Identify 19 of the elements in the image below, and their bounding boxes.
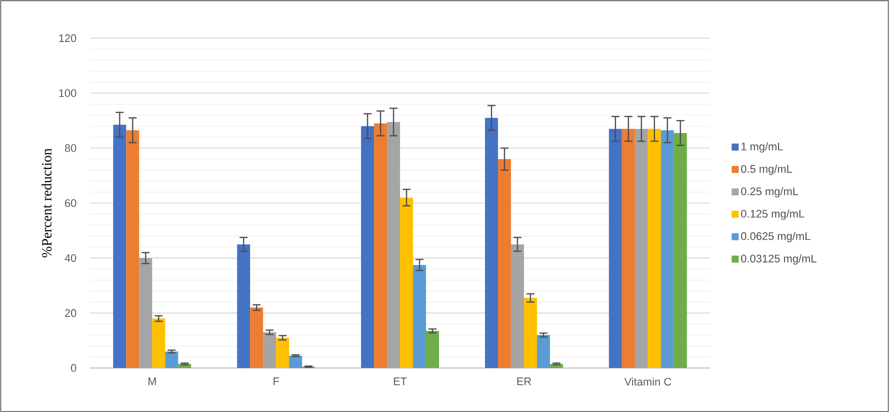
y-tick-label: 80 bbox=[64, 144, 76, 152]
x-tick-label: Vitamin C bbox=[624, 377, 672, 386]
y-tick-label: 0 bbox=[70, 364, 76, 372]
x-tick-label: ER bbox=[517, 377, 532, 385]
legend-label: 0.5 mg/mL bbox=[741, 164, 792, 175]
x-tick-label: ET bbox=[394, 377, 407, 385]
legend-label: 0.25 mg/mL bbox=[741, 187, 798, 198]
y-tick-label: 120 bbox=[59, 34, 76, 42]
y-tick-label: 40 bbox=[64, 254, 76, 262]
y-tick-label: 100 bbox=[59, 89, 76, 97]
x-tick-label: M bbox=[148, 377, 156, 385]
legend-label: 0.0625 mg/mL bbox=[741, 232, 810, 242]
x-tick-label: F bbox=[274, 377, 279, 385]
legend-label: 0.125 mg/mL bbox=[741, 209, 804, 220]
y-tick-label: 20 bbox=[65, 309, 76, 317]
legend-label: 1 mg/mL bbox=[741, 142, 783, 152]
legend-label: 0.03125 mg/mL bbox=[741, 254, 816, 265]
y-axis-title: %Percent reduction bbox=[42, 148, 52, 258]
y-tick-label: 60 bbox=[65, 199, 76, 207]
